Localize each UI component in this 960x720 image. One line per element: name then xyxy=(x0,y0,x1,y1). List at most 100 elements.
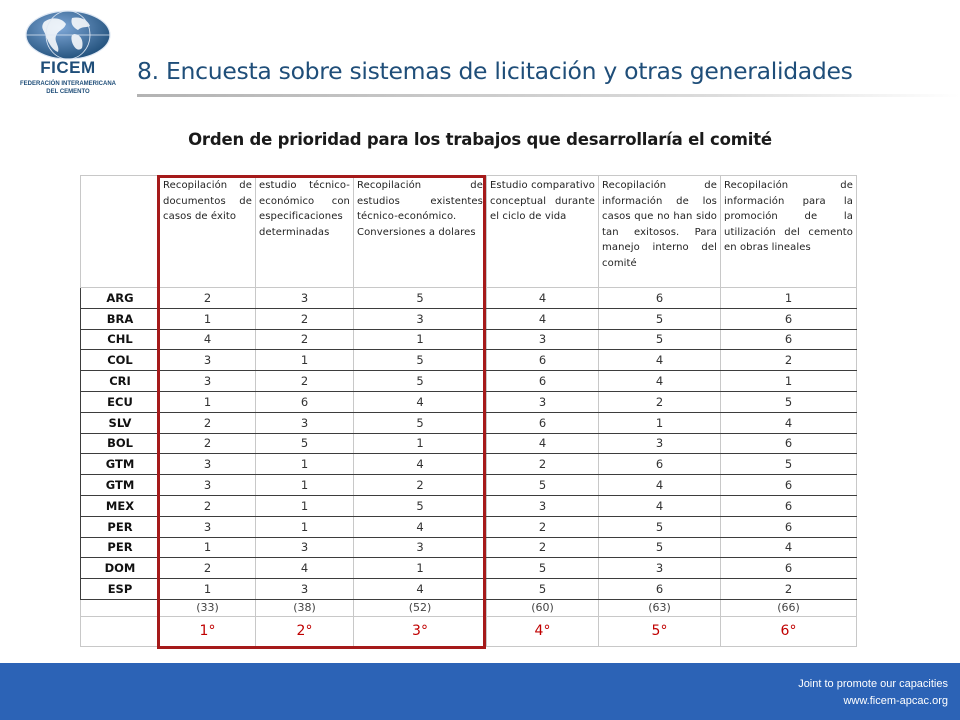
header-cell: estudio técnico-económico con especifica… xyxy=(255,175,354,288)
priority-value-cell: 1 xyxy=(353,328,487,351)
priority-value-cell: 5 xyxy=(353,411,487,434)
table-subtitle: Orden de prioridad para los trabajos que… xyxy=(188,130,772,149)
priority-value-cell: 6 xyxy=(598,453,721,476)
priority-value-cell: 4 xyxy=(255,557,354,580)
country-cell: BRA xyxy=(80,307,160,330)
rank-cell: 1° xyxy=(159,615,256,647)
country-cell: DOM xyxy=(80,557,160,580)
priority-value-cell: 2 xyxy=(255,328,354,351)
priority-value-cell: 1 xyxy=(353,432,487,455)
priority-value-cell: 3 xyxy=(486,328,599,351)
logo-subtitle-line1: FEDERACIÓN INTERAMERICANA xyxy=(20,81,116,87)
footer-website-link[interactable]: www.ficem-apcac.org xyxy=(843,695,948,707)
priority-value-cell: 5 xyxy=(255,432,354,455)
rank-cell: 6° xyxy=(720,615,857,647)
priority-value-cell: 6 xyxy=(720,474,857,496)
table-row: ECU 1 6 4 3 2 5 xyxy=(80,390,857,413)
priority-value-cell: 6 xyxy=(598,287,721,309)
country-cell: GTM xyxy=(80,453,160,476)
priority-value-cell: 2 xyxy=(159,432,256,455)
country-cell: BOL xyxy=(80,432,160,455)
table-row: GTM 3 1 4 2 6 5 xyxy=(80,453,857,476)
country-cell: GTM xyxy=(80,474,160,496)
priority-value-cell: 1 xyxy=(598,411,721,434)
priority-value-cell: 5 xyxy=(598,515,721,538)
header-cell: Recopilación de información para la prom… xyxy=(720,175,857,288)
priority-value-cell: 5 xyxy=(598,536,721,559)
total-cell: (52) xyxy=(353,598,487,617)
priority-value-cell: 4 xyxy=(598,474,721,496)
priority-value-cell: 4 xyxy=(353,390,487,413)
priority-value-cell: 6 xyxy=(598,578,721,600)
country-cell: ESP xyxy=(80,578,160,600)
country-cell: ARG xyxy=(80,287,160,309)
priority-value-cell: 4 xyxy=(720,536,857,559)
ficem-logo: FICEM FEDERACIÓN INTERAMERICANA DEL CEME… xyxy=(14,8,122,95)
logo-subtitle-line2: DEL CEMENTO xyxy=(46,89,90,95)
rank-row: 1° 2° 3° 4° 5° 6° xyxy=(80,615,857,647)
header-corner-cell xyxy=(80,175,160,288)
priority-value-cell: 5 xyxy=(720,453,857,476)
rank-cell: 2° xyxy=(255,615,354,647)
priority-value-cell: 3 xyxy=(159,515,256,538)
priority-value-cell: 2 xyxy=(353,474,487,496)
table-row: BOL 2 5 1 4 3 6 xyxy=(80,432,857,455)
priority-value-cell: 6 xyxy=(486,370,599,392)
title-underline xyxy=(137,94,960,97)
priority-value-cell: 5 xyxy=(353,370,487,392)
priority-value-cell: 2 xyxy=(255,307,354,330)
priority-value-cell: 3 xyxy=(486,494,599,517)
priority-value-cell: 5 xyxy=(598,328,721,351)
priority-value-cell: 2 xyxy=(598,390,721,413)
priority-value-cell: 4 xyxy=(353,453,487,476)
table-row: GTM 3 1 2 5 4 6 xyxy=(80,474,857,496)
rank-cell: 5° xyxy=(598,615,721,647)
header-cell: Recopilación de documentos de casos de é… xyxy=(159,175,256,288)
priority-value-cell: 2 xyxy=(159,411,256,434)
priority-value-cell: 2 xyxy=(255,370,354,392)
priority-value-cell: 4 xyxy=(598,370,721,392)
total-cell: (38) xyxy=(255,598,354,617)
priority-value-cell: 3 xyxy=(159,349,256,372)
priority-value-cell: 4 xyxy=(486,287,599,309)
table-row: CHL 4 2 1 3 5 6 xyxy=(80,328,857,351)
total-cell: (60) xyxy=(486,598,599,617)
priority-value-cell: 1 xyxy=(720,370,857,392)
priority-value-cell: 5 xyxy=(486,578,599,600)
priority-value-cell: 1 xyxy=(159,307,256,330)
priority-value-cell: 3 xyxy=(255,578,354,600)
table-row: PER 1 3 3 2 5 4 xyxy=(80,536,857,559)
priority-value-cell: 5 xyxy=(353,287,487,309)
priority-value-cell: 3 xyxy=(255,536,354,559)
priority-value-cell: 6 xyxy=(720,557,857,580)
priority-value-cell: 3 xyxy=(159,370,256,392)
priority-value-cell: 2 xyxy=(159,287,256,309)
globe-icon xyxy=(25,10,111,60)
header-cell: Recopilación de información de los casos… xyxy=(598,175,721,288)
table-row: ARG 2 3 5 4 6 1 xyxy=(80,287,857,309)
priority-value-cell: 5 xyxy=(486,474,599,496)
rank-row-label xyxy=(80,615,160,647)
priority-value-cell: 2 xyxy=(486,453,599,476)
priority-table: Recopilación de documentos de casos de é… xyxy=(80,175,857,647)
priority-value-cell: 6 xyxy=(720,432,857,455)
priority-value-cell: 5 xyxy=(353,349,487,372)
totals-row: (33) (38) (52) (60) (63) (66) xyxy=(80,598,857,617)
logo-name: FICEM xyxy=(40,58,96,77)
priority-value-cell: 1 xyxy=(720,287,857,309)
priority-value-cell: 6 xyxy=(255,390,354,413)
country-cell: CRI xyxy=(80,370,160,392)
country-cell: ECU xyxy=(80,390,160,413)
footer-tagline: Joint to promote our capacities xyxy=(798,678,948,690)
priority-value-cell: 4 xyxy=(598,494,721,517)
priority-value-cell: 1 xyxy=(159,578,256,600)
priority-value-cell: 4 xyxy=(720,411,857,434)
priority-value-cell: 6 xyxy=(486,349,599,372)
country-cell: SLV xyxy=(80,411,160,434)
priority-value-cell: 5 xyxy=(598,307,721,330)
table-row: MEX 2 1 5 3 4 6 xyxy=(80,494,857,517)
priority-value-cell: 3 xyxy=(353,307,487,330)
table-row: ESP 1 3 4 5 6 2 xyxy=(80,578,857,600)
priority-value-cell: 6 xyxy=(486,411,599,434)
header-row: Recopilación de documentos de casos de é… xyxy=(80,175,857,288)
